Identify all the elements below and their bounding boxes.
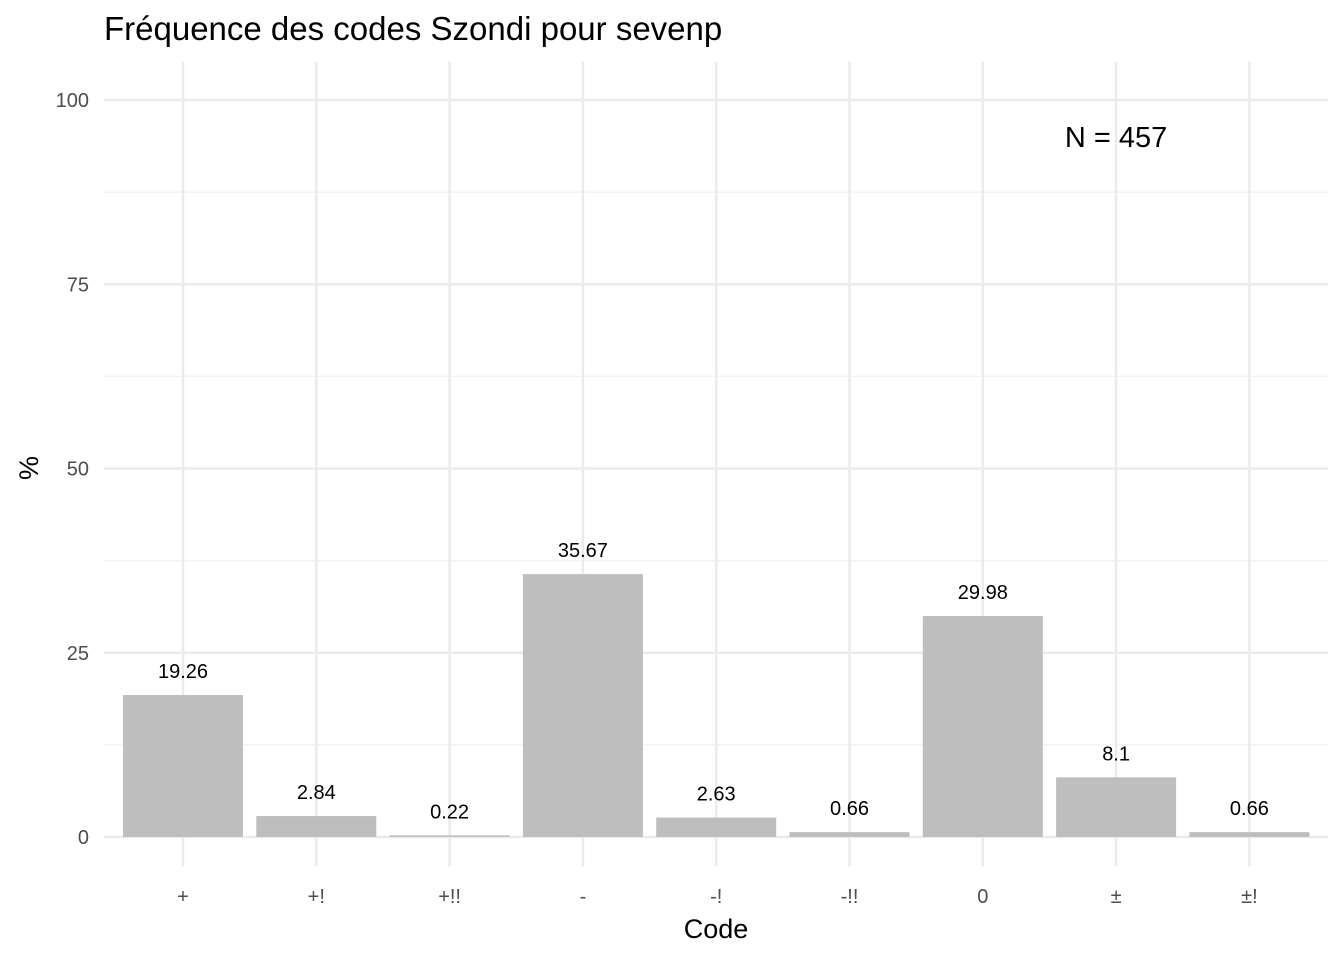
x-tick-label: -! — [710, 886, 722, 908]
bar — [922, 616, 1043, 837]
data-label: 0.22 — [430, 801, 469, 823]
sample-size-annotation: N = 457 — [1065, 122, 1167, 154]
bar — [389, 835, 510, 837]
data-label: 29.98 — [958, 582, 1008, 604]
x-tick-label: ±! — [1241, 886, 1258, 908]
chart-title: Fréquence des codes Szondi pour sevenp — [104, 10, 722, 47]
y-axis-title: % — [14, 456, 44, 480]
y-tick-label: 75 — [67, 274, 89, 296]
bar — [656, 817, 777, 837]
data-label: 35.67 — [558, 540, 608, 562]
data-label: 8.1 — [1102, 743, 1130, 765]
data-labels: 19.26 2.84 0.22 35.67 2.63 0.66 29.98 8.1 0.66 — [158, 540, 1269, 823]
y-tick-label: 100 — [56, 90, 89, 112]
x-axis-title: Code — [684, 914, 749, 944]
x-tick-label: + — [177, 886, 189, 908]
data-label: 2.63 — [697, 784, 736, 806]
y-tick-label: 25 — [67, 643, 89, 665]
x-tick-label: - — [580, 886, 587, 908]
bar — [789, 832, 910, 837]
bar — [256, 816, 377, 837]
bar — [522, 574, 643, 837]
bar — [123, 695, 243, 837]
y-tick-label: 50 — [67, 459, 89, 481]
axes: 0 25 50 75 100 + +! +!! - -! -!! 0 ± ±! — [56, 90, 1258, 908]
bars — [123, 574, 1310, 837]
x-tick-label: 0 — [977, 886, 988, 908]
data-label: 2.84 — [297, 782, 336, 804]
y-tick-label: 0 — [78, 827, 89, 849]
data-label: 0.66 — [1230, 798, 1269, 820]
bar — [1056, 777, 1177, 837]
bar — [1189, 832, 1310, 837]
data-label: 19.26 — [158, 661, 208, 683]
x-tick-label: +!! — [438, 886, 461, 908]
x-tick-label: +! — [308, 886, 325, 908]
data-label: 0.66 — [830, 798, 869, 820]
x-tick-label: -!! — [841, 886, 859, 908]
x-tick-label: ± — [1111, 886, 1122, 908]
